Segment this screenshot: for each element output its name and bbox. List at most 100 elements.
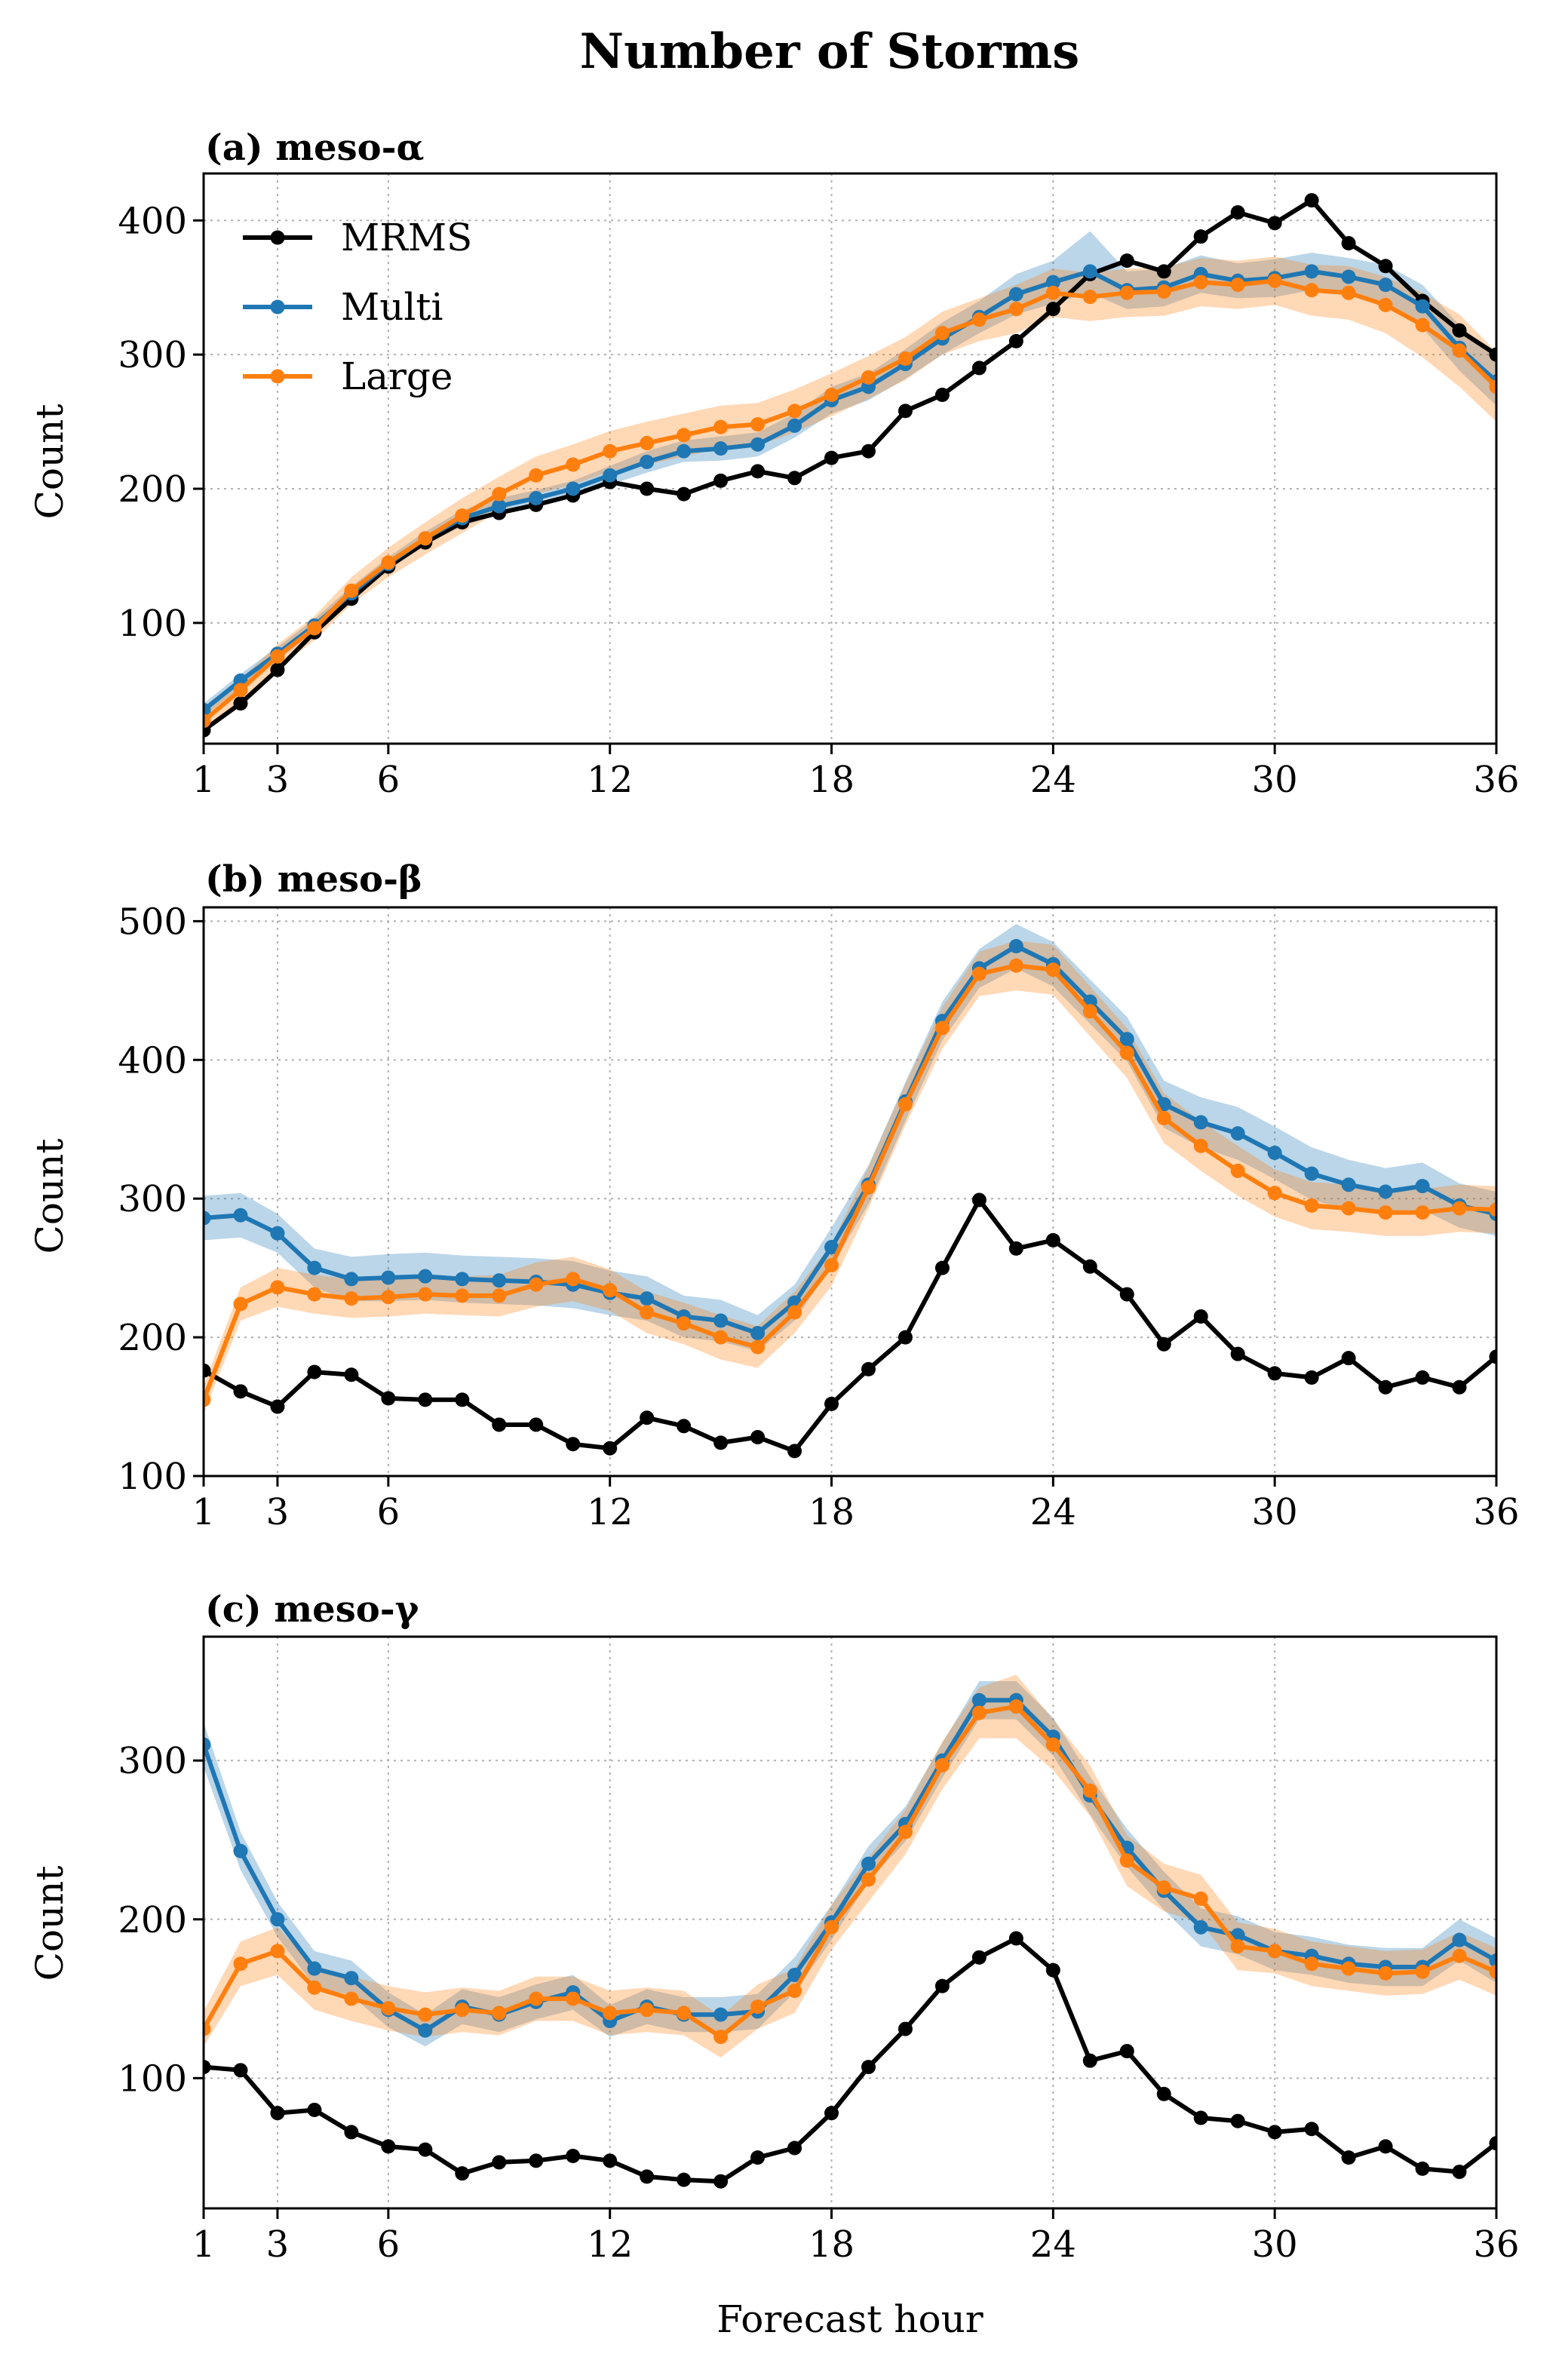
point-large [787, 404, 802, 419]
x-tick-label: 6 [377, 2223, 400, 2266]
point-large [492, 2005, 507, 2021]
point-mrms [603, 2153, 618, 2168]
point-mrms [1267, 216, 1282, 231]
point-mrms [566, 1437, 581, 1452]
point-large [1045, 962, 1060, 977]
point-large [677, 428, 692, 443]
point-multi [824, 1240, 839, 1255]
point-large [934, 1020, 950, 1036]
point-large [1415, 318, 1430, 333]
point-mrms [787, 471, 802, 486]
point-multi [492, 1273, 507, 1288]
point-multi [1452, 1932, 1467, 1947]
point-mrms [1267, 1366, 1282, 1381]
point-mrms [1341, 235, 1356, 250]
point-mrms [529, 2153, 544, 2168]
point-large [307, 621, 322, 636]
point-mrms [1045, 1962, 1060, 1978]
point-large [270, 1280, 285, 1295]
point-large [1082, 1783, 1097, 1798]
point-large [1156, 1111, 1171, 1126]
plot-area [204, 924, 1496, 1459]
point-large [204, 1392, 211, 1407]
point-multi [1341, 1177, 1356, 1192]
point-multi [861, 1856, 876, 1871]
x-tick-label: 30 [1252, 1491, 1298, 1533]
point-mrms [1045, 302, 1060, 317]
point-mrms [640, 1410, 655, 1425]
x-tick-label: 3 [266, 2223, 290, 2266]
point-large [1193, 275, 1208, 290]
x-tick-label: 36 [1473, 1491, 1519, 1533]
point-large [204, 2021, 211, 2036]
point-multi [787, 418, 802, 433]
point-large [418, 2007, 433, 2022]
point-large [898, 1097, 913, 1112]
point-mrms [898, 1330, 913, 1345]
point-mrms [1230, 205, 1245, 220]
point-mrms [713, 2174, 729, 2189]
point-mrms [204, 2060, 211, 2075]
point-large [566, 1991, 581, 2006]
point-multi [204, 1211, 211, 1226]
point-large [492, 1288, 507, 1303]
point-multi [1193, 1115, 1208, 1130]
legend-marker-multi [270, 299, 285, 315]
y-axis-label: Count [28, 404, 72, 520]
point-large [787, 1305, 802, 1320]
y-tick-label: 100 [118, 1456, 187, 1498]
x-tick-label: 1 [192, 1491, 216, 1533]
point-mrms [1008, 1241, 1023, 1256]
point-large [1304, 283, 1319, 298]
point-multi [1304, 1166, 1319, 1181]
point-multi [1378, 278, 1393, 293]
point-mrms [971, 1950, 987, 1965]
point-mrms [824, 1396, 839, 1411]
legend-label-multi: Multi [341, 285, 443, 329]
point-large [934, 326, 950, 341]
y-tick-label: 300 [118, 334, 187, 376]
x-tick-label: 30 [1252, 2223, 1298, 2266]
point-multi [1193, 1919, 1208, 1935]
point-large [1082, 290, 1097, 305]
point-multi [713, 441, 729, 456]
point-multi [270, 1912, 285, 1927]
x-tick-label: 24 [1030, 1491, 1076, 1533]
point-large [1008, 1699, 1023, 1714]
point-mrms [455, 1392, 470, 1407]
point-mrms [1415, 2161, 1430, 2176]
point-mrms [934, 1978, 950, 1993]
point-large [455, 2002, 470, 2018]
point-large [1415, 1964, 1430, 1979]
point-large [1415, 1205, 1430, 1220]
point-mrms [233, 2063, 248, 2078]
point-mrms [1378, 2139, 1393, 2154]
point-multi [603, 468, 618, 483]
point-mrms [1341, 2150, 1356, 2165]
point-large [898, 1824, 913, 1840]
x-tick-label: 3 [266, 1491, 290, 1533]
point-large [713, 2030, 729, 2045]
point-large [344, 1291, 359, 1306]
point-mrms [1378, 1379, 1393, 1395]
point-mrms [344, 1367, 359, 1382]
point-large [1156, 1880, 1171, 1895]
x-tick-label: 6 [377, 759, 400, 801]
point-mrms [1452, 323, 1467, 338]
plot-area [204, 1674, 1496, 2189]
point-mrms [640, 481, 655, 496]
point-large [455, 508, 470, 523]
y-tick-label: 300 [118, 1740, 187, 1782]
point-large [1119, 1853, 1134, 1868]
point-mrms [1304, 1370, 1319, 1385]
point-mrms [971, 1192, 987, 1208]
point-mrms [898, 2021, 913, 2036]
point-mrms [1193, 2110, 1208, 2125]
x-tick-label: 12 [587, 1491, 633, 1533]
point-large [1378, 297, 1393, 312]
point-large [640, 2002, 655, 2018]
y-tick-label: 500 [118, 901, 187, 943]
point-mrms [750, 1430, 766, 1445]
point-mrms [1082, 2053, 1097, 2068]
